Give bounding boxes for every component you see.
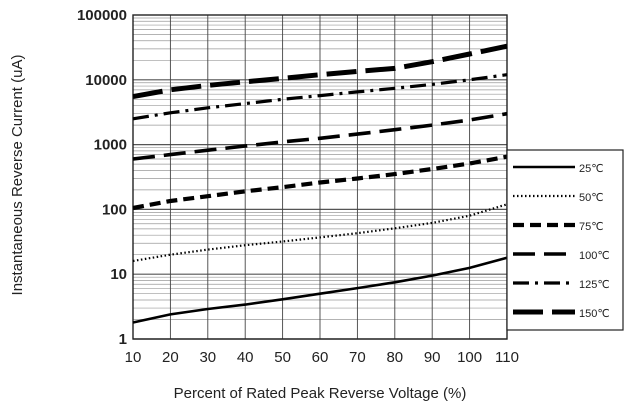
series-line-125c [132,73,508,121]
x-tick-label: 60 [312,349,329,366]
series-line-100c [132,111,508,161]
legend-label: 75℃ [579,221,604,233]
series-lines [132,43,508,324]
y-tick-label: 10 [110,266,127,283]
series-line-150c [132,43,508,100]
legend-label: 150℃ [579,308,610,320]
legend-label: 125℃ [579,279,610,291]
x-tick-labels: 10 20 30 40 50 60 70 80 90 100 110 [125,349,519,366]
x-tick-label: 10 [125,349,142,366]
x-tick-label: 40 [237,349,254,366]
legend-label: 25℃ [579,163,604,175]
x-axis-title: Percent of Rated Peak Reverse Voltage (%… [174,385,467,402]
x-tick-label: 70 [349,349,366,366]
x-tick-label: 90 [424,349,441,366]
legend-box [506,149,624,331]
y-axis-title: Instantaneous Reverse Current (uA) [9,55,26,296]
x-tick-label: 100 [457,349,482,366]
y-tick-labels: 1 10 100 1000 10000 100000 [77,7,127,348]
y-tick-label: 100 [102,201,127,218]
x-tick-label: 80 [386,349,403,366]
x-tick-label: 110 [495,349,519,366]
x-tick-label: 30 [199,349,216,366]
y-tick-label: 1 [119,331,127,348]
y-tick-label: 100000 [77,7,127,24]
y-tick-label: 1000 [94,137,127,154]
x-tick-label: 20 [162,349,179,366]
x-tick-label: 50 [274,349,291,366]
legend: 25℃ 50℃ 75℃ 100℃ 125℃ 150℃ [506,149,624,331]
grid [132,15,508,340]
series-line-75c [132,154,508,211]
legend-label: 100℃ [579,250,610,262]
y-tick-label: 10000 [85,72,127,89]
legend-label: 50℃ [579,192,604,204]
series-line-25c [132,256,508,324]
series-line-50c [132,203,508,263]
